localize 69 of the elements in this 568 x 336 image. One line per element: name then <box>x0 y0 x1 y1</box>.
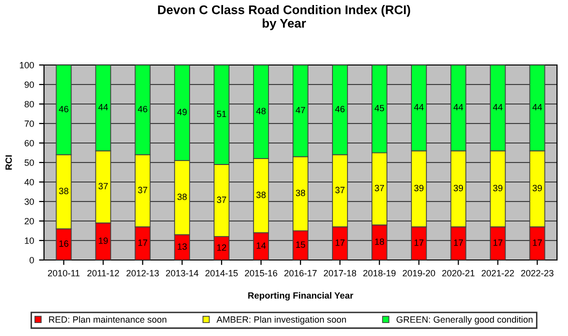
y-tick-label: 100 <box>20 62 34 68</box>
data-label: 44 <box>98 104 108 110</box>
data-label: 18 <box>375 238 384 245</box>
data-label: 13 <box>178 243 187 250</box>
data-label: 44 <box>414 104 424 110</box>
y-axis-title: RCI <box>5 155 12 170</box>
y-tick-label: 70 <box>24 120 34 127</box>
data-label: 44 <box>454 104 464 110</box>
data-label: 16 <box>59 240 68 247</box>
data-label: 37 <box>216 196 226 203</box>
x-tick-label: 2016-17 <box>284 270 317 276</box>
y-tick-label: 50 <box>24 159 34 166</box>
y-tick-label: 30 <box>24 198 34 205</box>
data-label: 45 <box>374 105 384 112</box>
x-tick-label: 2021-22 <box>482 270 514 276</box>
x-tick-label: 2019-20 <box>402 270 436 276</box>
y-tick-label: 90 <box>24 81 34 88</box>
x-tick-label: 2014-15 <box>205 270 238 276</box>
data-label: 38 <box>177 194 187 200</box>
data-label: 15 <box>296 242 306 248</box>
data-label: 37 <box>335 186 345 194</box>
x-tick-label: 2015-16 <box>244 270 278 276</box>
data-label: 37 <box>138 186 148 194</box>
data-label: 37 <box>374 184 384 192</box>
data-label: 46 <box>138 106 148 112</box>
data-label: 19 <box>98 238 108 244</box>
data-label: 17 <box>138 240 148 246</box>
x-tick-label: 2022-23 <box>521 270 554 276</box>
data-label: 14 <box>256 242 266 249</box>
x-tick-label: 2012-13 <box>126 270 159 276</box>
data-label: 17 <box>454 240 463 246</box>
data-label: 39 <box>532 184 542 192</box>
data-label: 46 <box>58 106 68 112</box>
data-label: 39 <box>454 184 463 192</box>
data-label: 37 <box>98 182 108 190</box>
data-label: 44 <box>492 104 503 110</box>
data-label: 38 <box>59 188 68 194</box>
legend-label: AMBER: Plan investigation soon <box>216 316 346 325</box>
data-label: 38 <box>296 190 306 196</box>
data-label: 39 <box>414 184 424 192</box>
x-tick-label: 2010-11 <box>48 270 80 276</box>
data-label: 46 <box>335 106 345 112</box>
x-tick-label: 2013-14 <box>166 270 198 276</box>
x-axis-title: Reporting Financial Year <box>248 292 354 300</box>
y-tick-label: 60 <box>24 140 34 146</box>
data-label: 17 <box>414 240 424 246</box>
data-label: 17 <box>532 240 542 246</box>
chart-title: Devon C Class Road Condition Index (RCI) by Year <box>158 5 410 30</box>
x-tick-label: 2011-12 <box>87 270 119 276</box>
data-label: 48 <box>256 108 266 114</box>
data-label: 17 <box>336 240 345 246</box>
y-tick-label: 40 <box>24 178 34 186</box>
data-label: 39 <box>493 184 502 192</box>
x-tick-label: 2018-19 <box>363 270 396 276</box>
data-label: 17 <box>493 240 502 246</box>
legend-label: GREEN: Generally good condition <box>396 316 533 325</box>
data-label: 47 <box>296 106 306 114</box>
data-label: 49 <box>177 108 187 116</box>
y-tick-label: 80 <box>24 100 34 108</box>
data-label: 51 <box>216 110 226 118</box>
data-label: 44 <box>532 104 542 110</box>
y-tick-label: 0 <box>30 256 34 264</box>
x-tick-label: 2017-18 <box>324 270 356 276</box>
x-tick-label: 2020-21 <box>442 270 474 276</box>
data-label: 38 <box>256 192 266 198</box>
y-tick-label: 10 <box>24 237 34 244</box>
legend-label: RED: Plan maintenance soon <box>49 316 166 323</box>
y-tick-label: 20 <box>24 218 34 224</box>
data-label: 12 <box>217 244 226 251</box>
